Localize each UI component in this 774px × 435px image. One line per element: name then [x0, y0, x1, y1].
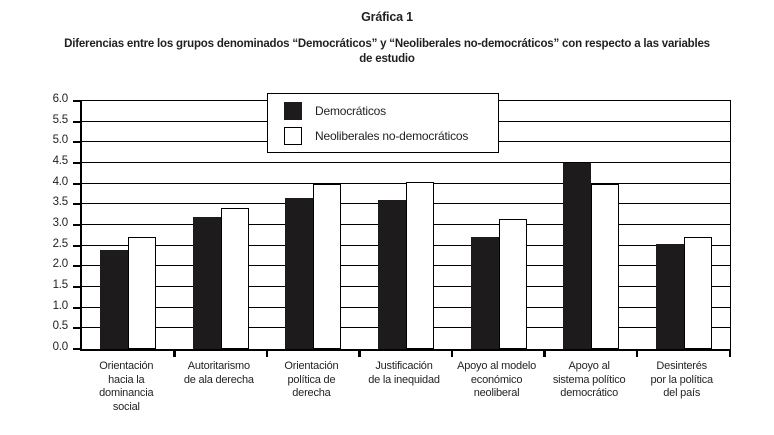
- x-axis-tick: [265, 349, 269, 357]
- y-axis-tick: [73, 306, 81, 309]
- x-axis-tick: [635, 349, 639, 357]
- bar-neoliberales-6: [591, 183, 620, 349]
- category-label: Autoritarismo de ala derecha: [183, 360, 254, 386]
- y-axis-tick-label: 3.0: [52, 217, 69, 229]
- legend-item-neoliberales: Neoliberales no-democráticos: [284, 126, 498, 145]
- bar-neoliberales-7: [683, 237, 712, 349]
- y-axis-tick-label: 1.5: [52, 279, 69, 291]
- y-axis-tick-labels: 6.0 5.5 5.0 4.5 4.0 3.5 3.0 2.5 2.0 1.5 1.0 0.5 0.0: [38, 93, 69, 353]
- x-axis-tick: [728, 349, 731, 357]
- bar-neoliberales-1: [128, 237, 157, 349]
- y-axis-tick-label: 6.0: [52, 93, 69, 105]
- legend-label-neoliberales: Neoliberales no-democráticos: [315, 128, 469, 143]
- y-axis-tick: [73, 141, 81, 144]
- bar-democraticos-5: [470, 237, 499, 349]
- y-axis-tick-label: 0.5: [52, 320, 69, 333]
- y-axis-tick: [73, 348, 81, 350]
- gridline: [82, 162, 730, 163]
- y-axis-tick: [73, 224, 81, 226]
- chart-title: Gráfica 1: [361, 10, 413, 24]
- legend-item-democraticos: Democráticos: [284, 101, 498, 120]
- category-label: Desinterés por la política del país: [650, 360, 713, 399]
- y-axis-tick: [73, 327, 81, 330]
- bar-democraticos-2: [192, 216, 221, 349]
- bar-democraticos-7: [655, 243, 684, 349]
- category-label: Orientación hacia la dominancia social: [99, 360, 154, 413]
- y-axis-tick-label: 0.0: [52, 341, 69, 353]
- y-axis-tick: [73, 120, 81, 123]
- legend-swatch-democraticos-icon: [284, 101, 302, 120]
- y-axis-tick-label: 4.0: [52, 175, 69, 188]
- y-axis-tick-label: 1.0: [52, 299, 69, 312]
- bar-democraticos-6: [563, 163, 592, 349]
- y-axis-tick: [73, 100, 81, 102]
- y-axis-tick: [73, 203, 81, 206]
- y-axis-tick: [73, 182, 81, 185]
- bar-democraticos-3: [285, 198, 314, 349]
- bar-neoliberales-3: [313, 183, 342, 349]
- bar-neoliberales-2: [220, 208, 249, 349]
- category-label: Justificación de la inequidad: [368, 360, 440, 386]
- y-axis-tick: [73, 162, 81, 164]
- legend-label-democraticos: Democráticos: [315, 103, 386, 118]
- category-label: Orientación política de derecha: [284, 360, 339, 399]
- bar-democraticos-4: [378, 200, 406, 349]
- y-axis-tick-label: 4.5: [52, 155, 69, 167]
- category-label: Apoyo al sistema político democrático: [552, 360, 626, 399]
- chart-subtitle-line-2: de estudio: [359, 53, 415, 65]
- bar-democraticos-1: [100, 249, 129, 349]
- bar-neoliberales-5: [498, 218, 527, 349]
- x-axis-tick: [450, 349, 454, 357]
- x-axis-tick: [173, 349, 176, 357]
- y-axis-tick: [73, 286, 81, 288]
- y-axis-tick: [73, 244, 81, 247]
- category-label: Apoyo al modelo económico neoliberal: [457, 360, 537, 399]
- y-axis-tick-label: 2.0: [52, 258, 69, 271]
- chart-subtitle: Diferencias entre los grupos denominados…: [0, 37, 774, 67]
- bar-neoliberales-4: [406, 181, 434, 349]
- legend: Democráticos Neoliberales no-democrático…: [267, 93, 499, 153]
- y-axis-tick-label: 5.5: [52, 113, 69, 126]
- y-axis-tick: [73, 265, 81, 268]
- chart-subtitle-line-1: Diferencias entre los grupos denominados…: [64, 38, 710, 50]
- x-axis-tick: [543, 349, 546, 357]
- y-axis-tick-label: 2.5: [52, 237, 69, 250]
- y-axis-tick-label: 3.5: [52, 196, 69, 209]
- legend-swatch-neoliberales-icon: [284, 126, 302, 145]
- y-axis-tick-label: 5.0: [52, 134, 69, 147]
- x-axis-tick: [358, 349, 361, 357]
- plot-area: Democráticos Neoliberales no-democrático…: [73, 93, 731, 357]
